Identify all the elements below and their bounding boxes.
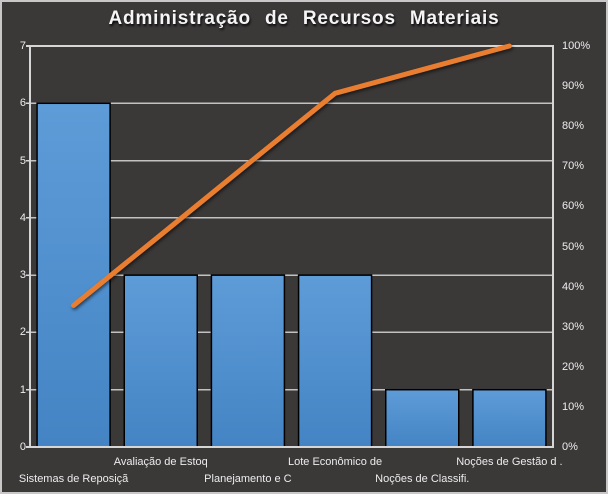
left-axis-label: 6 [19,97,26,110]
left-axis-label: 3 [19,269,26,282]
bar[interactable] [210,274,286,448]
right-axis-label: 90% [562,80,585,93]
category-label: Avaliação de Estoq [113,456,208,468]
chart-title: Administração de Recursos Materiais [108,8,500,29]
right-axis-label: 30% [562,320,585,333]
right-axis-label: 20% [562,360,585,373]
right-axis-label: 0% [562,441,578,453]
bar[interactable] [123,274,198,448]
left-axis-label: 4 [19,211,26,224]
category-label: Noções de Classifi. [375,473,470,485]
left-axis-label: 0 [19,441,26,453]
right-axis-label: 50% [562,240,585,253]
right-axis-label: 70% [562,160,585,173]
right-axis-label: 80% [562,120,585,133]
right-axis-label: 40% [562,280,585,293]
category-label: Sistemas de Reposiçã [18,473,129,485]
bar[interactable] [385,388,460,448]
bar[interactable] [472,388,547,448]
right-axis-label: 10% [562,400,585,413]
left-axis-label: 2 [19,326,26,339]
plot-border [29,45,554,448]
bar[interactable] [297,274,373,448]
category-label: Noções de Gestão d . [456,456,563,468]
cumulative-line[interactable] [71,43,512,308]
right-axis-label: 100% [562,40,591,52]
left-axis-label: 7 [19,40,26,52]
bar[interactable] [36,102,111,448]
left-axis-label: 5 [19,154,26,167]
right-axis-label: 60% [562,200,585,213]
left-axis-label: 1 [19,383,26,396]
category-label: Planejamento e C [204,473,292,485]
category-label: Lote Econômico de [287,456,383,468]
